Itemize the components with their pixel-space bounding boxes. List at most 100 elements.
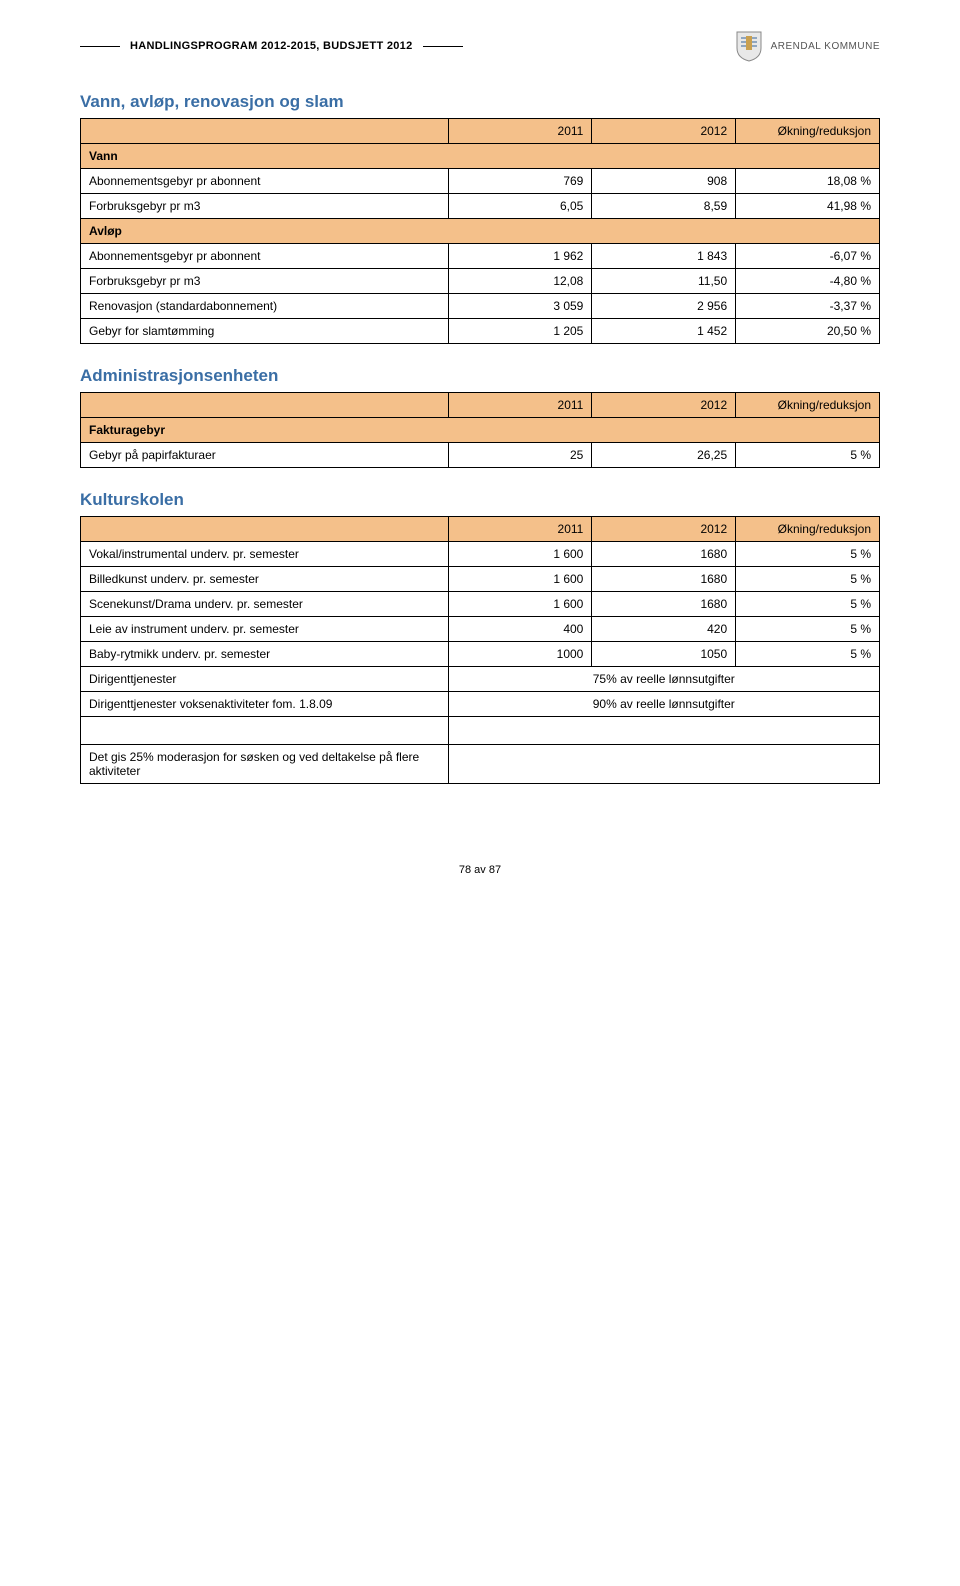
cell-value: 6,05 [448,194,592,219]
cell-value: 1680 [592,567,736,592]
admin-col-2012: 2012 [592,393,736,418]
subhead-vann: Vann [81,144,880,169]
cell-value: 1 600 [448,567,592,592]
table-row: Abonnementsgebyr pr abonnent 769 908 18,… [81,169,880,194]
table-row: Scenekunst/Drama underv. pr. semester 1 … [81,592,880,617]
cell-value: 1 962 [448,244,592,269]
table-row: Gebyr for slamtømming 1 205 1 452 20,50 … [81,319,880,344]
cell-value: 1 600 [448,592,592,617]
cell-value: 18,08 % [736,169,880,194]
cell-empty [448,717,879,745]
cell-value: 8,59 [592,194,736,219]
page-footer: 78 av 87 [80,864,880,876]
cell-value: 5 % [736,592,880,617]
cell-value: 20,50 % [736,319,880,344]
cell-value: 1000 [448,642,592,667]
cell-label: Baby-rytmikk underv. pr. semester [81,642,449,667]
kultur-col-2012: 2012 [592,517,736,542]
subhead-faktura: Fakturagebyr [81,418,880,443]
table-row: Dirigenttjenester voksenaktiviteter fom.… [81,692,880,717]
cell-label: Abonnementsgebyr pr abonnent [81,244,449,269]
cell-label: Forbruksgebyr pr m3 [81,194,449,219]
cell-label: Forbruksgebyr pr m3 [81,269,449,294]
cell-value: 1 600 [448,542,592,567]
vann-col-change: Økning/reduksjon [736,119,880,144]
cell-value: 420 [592,617,736,642]
cell-value: 5 % [736,642,880,667]
table-row: Vokal/instrumental underv. pr. semester … [81,542,880,567]
cell-label: Leie av instrument underv. pr. semester [81,617,449,642]
table-row: Det gis 25% moderasjon for søsken og ved… [81,745,880,784]
cell-value: 12,08 [448,269,592,294]
crest-icon [735,30,763,62]
org-name: ARENDAL KOMMUNE [771,41,880,52]
kultur-table: 2011 2012 Økning/reduksjon Vokal/instrum… [80,516,880,784]
cell-label: Renovasjon (standardabonnement) [81,294,449,319]
kultur-col-2011: 2011 [448,517,592,542]
table-row-spacer [81,717,880,745]
cell-value: -3,37 % [736,294,880,319]
vann-col-2012: 2012 [592,119,736,144]
cell-value: 5 % [736,443,880,468]
vann-col-2011: 2011 [448,119,592,144]
cell-value: 25 [448,443,592,468]
table-row: Fakturagebyr [81,418,880,443]
cell-value: 1680 [592,542,736,567]
cell-note: 90% av reelle lønnsutgifter [448,692,879,717]
header-right: ARENDAL KOMMUNE [735,30,880,62]
kultur-header-row: 2011 2012 Økning/reduksjon [81,517,880,542]
cell-label: Vokal/instrumental underv. pr. semester [81,542,449,567]
cell-value: 1050 [592,642,736,667]
cell-value: 5 % [736,567,880,592]
header-left: HANDLINGSPROGRAM 2012-2015, BUDSJETT 201… [80,40,463,52]
subhead-avlop: Avløp [81,219,880,244]
cell-value: 1 843 [592,244,736,269]
admin-header-row: 2011 2012 Økning/reduksjon [81,393,880,418]
cell-label: Billedkunst underv. pr. semester [81,567,449,592]
table-row: Renovasjon (standardabonnement) 3 059 2 … [81,294,880,319]
cell-label: Gebyr på papirfakturaer [81,443,449,468]
section-title-vann: Vann, avløp, renovasjon og slam [80,92,880,112]
admin-col-empty [81,393,449,418]
cell-value: 400 [448,617,592,642]
table-row: Forbruksgebyr pr m3 12,08 11,50 -4,80 % [81,269,880,294]
cell-value: 2 956 [592,294,736,319]
kultur-col-change: Økning/reduksjon [736,517,880,542]
cell-value: 3 059 [448,294,592,319]
cell-value: 769 [448,169,592,194]
table-row: Abonnementsgebyr pr abonnent 1 962 1 843… [81,244,880,269]
cell-value: 1 452 [592,319,736,344]
section-title-admin: Administrasjonsenheten [80,366,880,386]
cell-value: 1680 [592,592,736,617]
cell-empty [448,745,879,784]
header-rule-right [423,46,463,47]
cell-label: Dirigenttjenester [81,667,449,692]
cell-label: Gebyr for slamtømming [81,319,449,344]
cell-value: -4,80 % [736,269,880,294]
cell-value: -6,07 % [736,244,880,269]
cell-label: Scenekunst/Drama underv. pr. semester [81,592,449,617]
table-row: Dirigenttjenester 75% av reelle lønnsutg… [81,667,880,692]
cell-value: 11,50 [592,269,736,294]
cell-value: 1 205 [448,319,592,344]
vann-table: 2011 2012 Økning/reduksjon Vann Abonneme… [80,118,880,344]
cell-empty [81,717,449,745]
header-rule-left [80,46,120,47]
table-row: Vann [81,144,880,169]
page-header: HANDLINGSPROGRAM 2012-2015, BUDSJETT 201… [80,30,880,62]
cell-label: Dirigenttjenester voksenaktiviteter fom.… [81,692,449,717]
cell-value: 41,98 % [736,194,880,219]
cell-value: 908 [592,169,736,194]
table-row: Billedkunst underv. pr. semester 1 600 1… [81,567,880,592]
cell-value: 5 % [736,542,880,567]
table-row: Baby-rytmikk underv. pr. semester 1000 1… [81,642,880,667]
cell-note: 75% av reelle lønnsutgifter [448,667,879,692]
admin-col-change: Økning/reduksjon [736,393,880,418]
doc-title: HANDLINGSPROGRAM 2012-2015, BUDSJETT 201… [130,40,413,52]
vann-col-empty [81,119,449,144]
table-row: Gebyr på papirfakturaer 25 26,25 5 % [81,443,880,468]
cell-value: 5 % [736,617,880,642]
kultur-col-empty [81,517,449,542]
table-row: Forbruksgebyr pr m3 6,05 8,59 41,98 % [81,194,880,219]
table-row: Leie av instrument underv. pr. semester … [81,617,880,642]
